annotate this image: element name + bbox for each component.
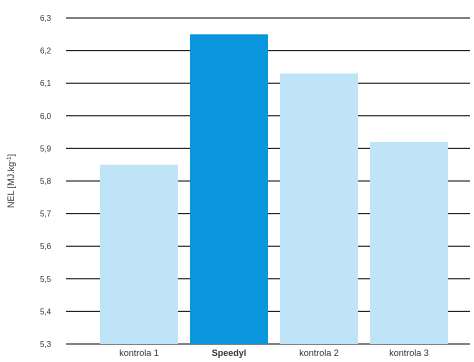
y-axis-label: NEL [MJ.kg-1] xyxy=(6,154,16,208)
y-tick-label: 6,1 xyxy=(40,79,52,88)
y-tick-label: 5,9 xyxy=(40,144,52,153)
bar-kontrola-2 xyxy=(280,73,358,345)
x-tick-label-kontrola-3: kontrola 3 xyxy=(389,348,429,358)
bar-speedyl xyxy=(190,34,268,345)
y-tick-label: 5,4 xyxy=(40,307,52,316)
y-tick-label: 5,5 xyxy=(40,275,52,284)
y-tick-labels: 5,3 5,4 5,5 5,6 5,7 5,8 5,9 6,0 6,1 6,2 6,3 xyxy=(40,14,52,349)
y-tick-label: 5,7 xyxy=(40,210,52,219)
x-tick-label-speedyl: Speedyl xyxy=(212,348,247,358)
bar-kontrola-1 xyxy=(100,164,178,344)
y-tick-label: 5,8 xyxy=(40,177,52,186)
y-tick-label: 6,3 xyxy=(40,14,52,23)
x-tick-label-kontrola-1: kontrola 1 xyxy=(119,348,159,358)
y-axis-label-tail: ] xyxy=(6,154,16,157)
y-tick-label: 5,6 xyxy=(40,242,52,251)
y-axis-label-main: NEL [MJ.kg xyxy=(6,162,16,208)
bars xyxy=(100,34,448,345)
x-tick-label-kontrola-2: kontrola 2 xyxy=(299,348,339,358)
y-tick-label: 5,3 xyxy=(40,340,52,349)
y-tick-label: 6,0 xyxy=(40,112,52,121)
y-tick-label: 6,2 xyxy=(40,47,52,56)
bar-kontrola-3 xyxy=(370,141,448,344)
y-axis-label-superscript: -1 xyxy=(7,156,13,162)
x-tick-labels: kontrola 1 Speedyl kontrola 2 kontrola 3 xyxy=(119,348,429,358)
